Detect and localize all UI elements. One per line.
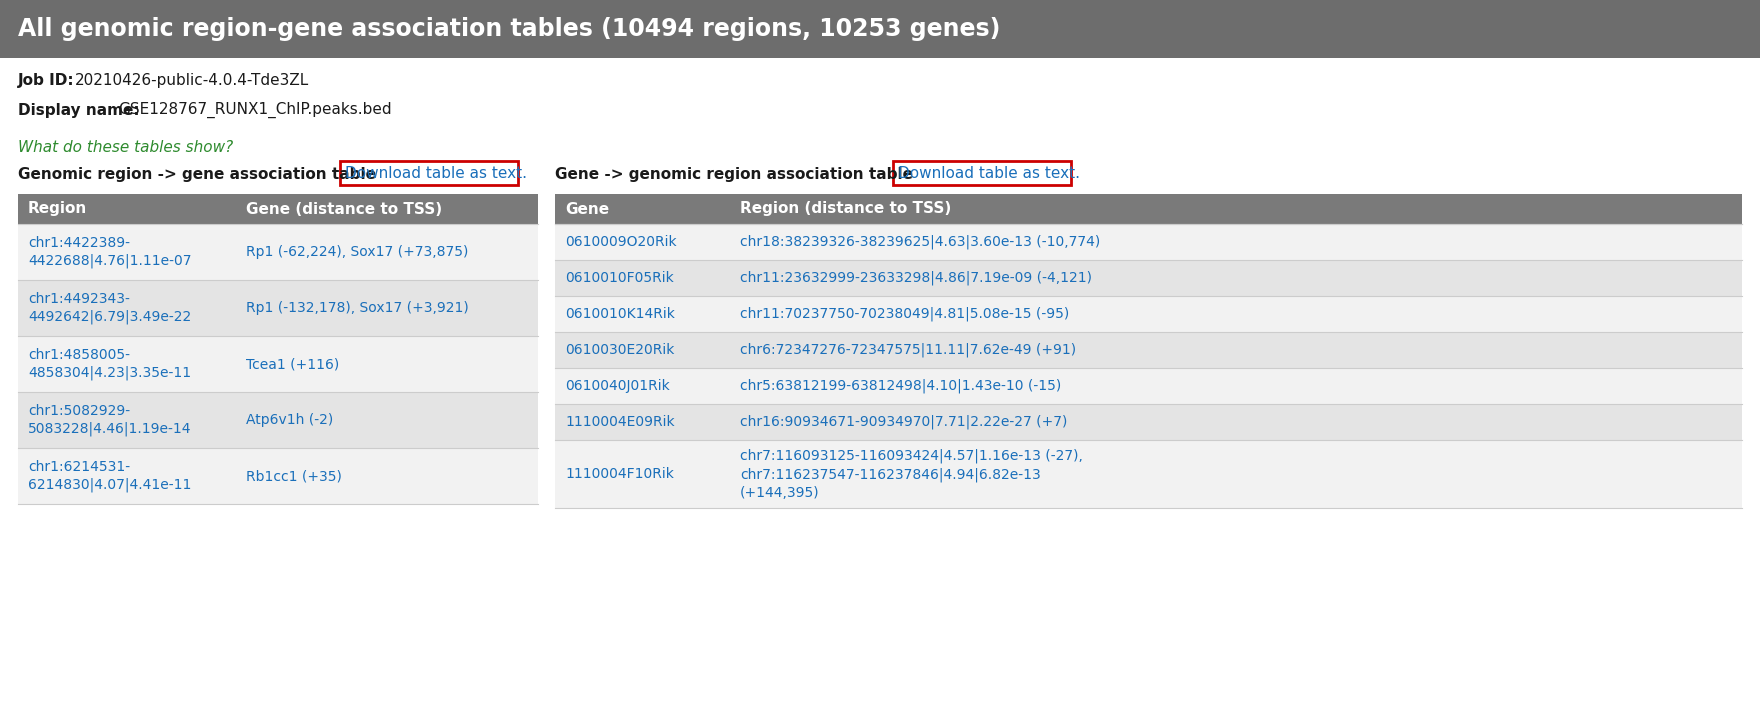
Bar <box>554 368 1742 404</box>
Text: chr6:72347276-72347575|11.11|7.62e-49 (+91): chr6:72347276-72347575|11.11|7.62e-49 (+… <box>739 343 1075 357</box>
Text: Region: Region <box>28 202 88 217</box>
Text: chr18:38239326-38239625|4.63|3.60e-13 (-10,774): chr18:38239326-38239625|4.63|3.60e-13 (-… <box>739 235 1100 249</box>
Text: chr5:63812199-63812498|4.10|1.43e-10 (-15): chr5:63812199-63812498|4.10|1.43e-10 (-1… <box>739 379 1061 393</box>
Bar <box>554 224 1742 260</box>
Bar <box>18 392 539 448</box>
Bar <box>892 161 1072 185</box>
Bar <box>18 448 539 504</box>
Text: chr1:5082929-
5083228|4.46|1.19e-14: chr1:5082929- 5083228|4.46|1.19e-14 <box>28 403 192 436</box>
Text: 0610010F05Rik: 0610010F05Rik <box>565 271 674 285</box>
Text: Gene (distance to TSS): Gene (distance to TSS) <box>246 202 442 217</box>
Text: 0610009O20Rik: 0610009O20Rik <box>565 235 676 249</box>
Text: All genomic region-gene association tables (10494 regions, 10253 genes): All genomic region-gene association tabl… <box>18 17 1000 41</box>
Text: Display name:: Display name: <box>18 102 139 117</box>
Text: Atp6v1h (-2): Atp6v1h (-2) <box>246 413 333 427</box>
Text: Gene -> genomic region association table: Gene -> genomic region association table <box>554 166 913 181</box>
Text: Rp1 (-62,224), Sox17 (+73,875): Rp1 (-62,224), Sox17 (+73,875) <box>246 245 468 259</box>
Bar <box>18 336 539 392</box>
Text: chr1:4858005-
4858304|4.23|3.35e-11: chr1:4858005- 4858304|4.23|3.35e-11 <box>28 348 192 380</box>
Text: Rp1 (-132,178), Sox17 (+3,921): Rp1 (-132,178), Sox17 (+3,921) <box>246 301 468 315</box>
Text: Rb1cc1 (+35): Rb1cc1 (+35) <box>246 469 341 483</box>
Text: Download table as text.: Download table as text. <box>345 166 526 181</box>
Text: 0610040J01Rik: 0610040J01Rik <box>565 379 671 393</box>
Text: 0610030E20Rik: 0610030E20Rik <box>565 343 674 357</box>
Text: 1110004F10Rik: 1110004F10Rik <box>565 467 674 481</box>
Text: 0610010K14Rik: 0610010K14Rik <box>565 307 674 321</box>
Bar <box>554 440 1742 508</box>
Text: chr11:23632999-23633298|4.86|7.19e-09 (-4,121): chr11:23632999-23633298|4.86|7.19e-09 (-… <box>739 271 1091 285</box>
Bar <box>340 161 517 185</box>
Bar <box>554 194 1742 224</box>
Text: chr11:70237750-70238049|4.81|5.08e-15 (-95): chr11:70237750-70238049|4.81|5.08e-15 (-… <box>739 307 1070 321</box>
Text: Genomic region -> gene association table: Genomic region -> gene association table <box>18 166 377 181</box>
Text: Job ID:: Job ID: <box>18 73 74 88</box>
Text: 20210426-public-4.0.4-Tde3ZL: 20210426-public-4.0.4-Tde3ZL <box>76 73 310 88</box>
Bar <box>18 194 539 224</box>
Text: chr7:116093125-116093424|4.57|1.16e-13 (-27),
chr7:116237547-116237846|4.94|6.82: chr7:116093125-116093424|4.57|1.16e-13 (… <box>739 448 1082 500</box>
Text: chr1:4492343-
4492642|6.79|3.49e-22: chr1:4492343- 4492642|6.79|3.49e-22 <box>28 292 192 325</box>
Bar <box>0 0 1760 58</box>
Text: What do these tables show?: What do these tables show? <box>18 140 234 156</box>
Text: 1110004E09Rik: 1110004E09Rik <box>565 415 674 429</box>
Text: Gene: Gene <box>565 202 609 217</box>
Text: chr1:6214531-
6214830|4.07|4.41e-11: chr1:6214531- 6214830|4.07|4.41e-11 <box>28 459 192 492</box>
Bar <box>18 224 539 280</box>
Text: GSE128767_RUNX1_ChIP.peaks.bed: GSE128767_RUNX1_ChIP.peaks.bed <box>118 102 392 118</box>
Bar <box>554 332 1742 368</box>
Text: Region (distance to TSS): Region (distance to TSS) <box>739 202 950 217</box>
Text: chr16:90934671-90934970|7.71|2.22e-27 (+7): chr16:90934671-90934970|7.71|2.22e-27 (+… <box>739 415 1067 429</box>
Bar <box>554 296 1742 332</box>
Text: Download table as text.: Download table as text. <box>898 166 1081 181</box>
Bar <box>554 404 1742 440</box>
Bar <box>18 280 539 336</box>
Bar <box>554 260 1742 296</box>
Text: Tcea1 (+116): Tcea1 (+116) <box>246 357 340 371</box>
Text: chr1:4422389-
4422688|4.76|1.11e-07: chr1:4422389- 4422688|4.76|1.11e-07 <box>28 235 192 269</box>
